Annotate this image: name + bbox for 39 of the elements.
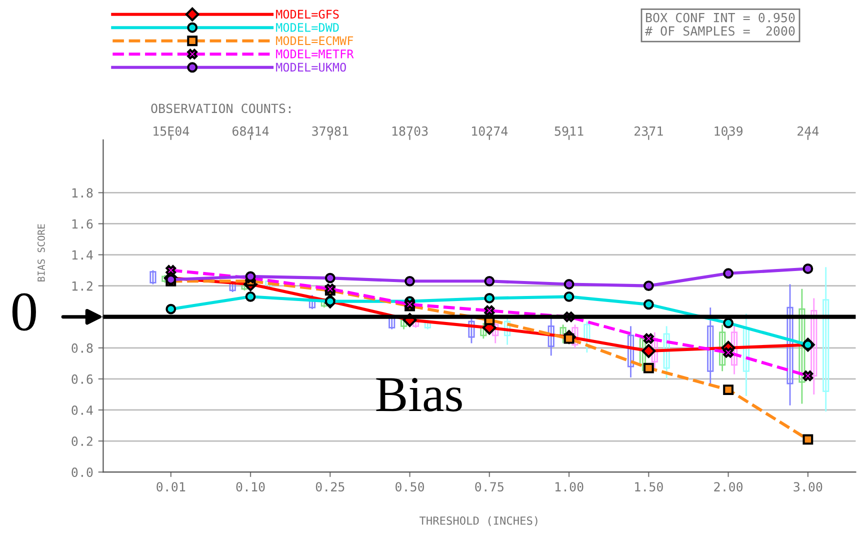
x-tick-label: 1.50 xyxy=(635,482,663,492)
text: 2371 xyxy=(634,126,663,136)
x-tick-label: 0.10 xyxy=(236,482,265,492)
text: 5911 xyxy=(554,126,584,136)
text: # OF SAMPLES = 2000 xyxy=(645,26,795,36)
x-tick-label: 0.01 xyxy=(156,482,186,492)
text: 37981 xyxy=(312,126,348,136)
text: MODEL=DWD xyxy=(276,22,339,32)
x-tick-label: 0.25 xyxy=(316,482,344,492)
text: MODEL=UKMO xyxy=(276,62,346,72)
text: OBSERVATION COUNTS: xyxy=(151,104,290,114)
y-tick-label: 1.6 xyxy=(72,219,93,229)
x-tick-label: 0.50 xyxy=(396,482,424,492)
text: MODEL=METFR xyxy=(276,49,354,58)
y-tick-label: 0.4 xyxy=(72,405,93,415)
y-tick-label: 0.6 xyxy=(72,374,93,384)
text: MODEL=GFS xyxy=(276,10,339,19)
text: 18703 xyxy=(392,126,428,136)
text: BOX CONF INT = 0.950 xyxy=(646,12,795,22)
text: 68414 xyxy=(232,126,269,136)
annotation: Bias xyxy=(376,378,462,412)
y-axis-title: BIAS SCORE xyxy=(38,224,45,282)
y-tick-label: 0.0 xyxy=(72,468,93,478)
y-tick-label: 1.8 xyxy=(72,188,93,198)
y-tick-label: 0.2 xyxy=(72,436,92,446)
y-tick-label: 1.4 xyxy=(72,250,93,260)
y-tick-label: 1.2 xyxy=(72,281,92,291)
x-tick-label: 3.00 xyxy=(794,482,822,492)
y-tick-label: 0.8 xyxy=(72,343,93,353)
x-tick-label: 2.00 xyxy=(714,482,743,492)
text: 244 xyxy=(798,126,819,136)
x-tick-label: 1.00 xyxy=(555,482,584,492)
text: 0 xyxy=(12,293,36,331)
text: 10274 xyxy=(472,126,508,136)
x-tick-label: 0.75 xyxy=(475,482,504,492)
text: 1039 xyxy=(714,126,742,136)
x-axis-title: THRESHOLD (INCHES) xyxy=(420,516,538,526)
text: MODEL=ECMWF xyxy=(276,36,354,46)
text: 15E04 xyxy=(154,126,190,136)
